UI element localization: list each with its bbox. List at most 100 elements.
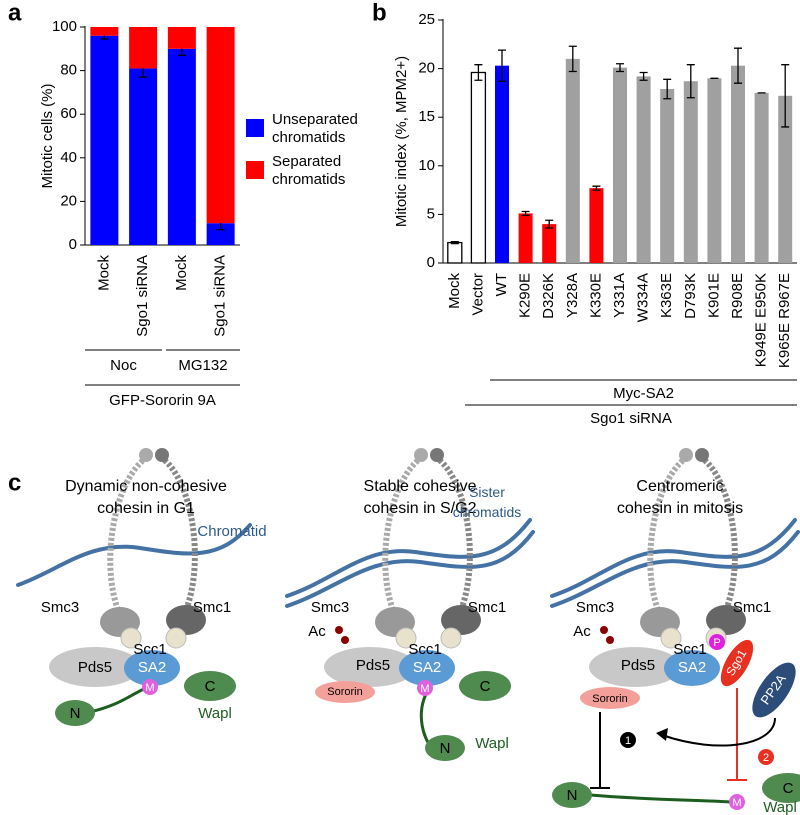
bar-segment <box>129 27 158 69</box>
diagram-label: 1 <box>625 735 631 747</box>
diagram-label: Scc1 <box>133 641 166 658</box>
panel-label: c <box>8 469 21 496</box>
diagram-label: Smc1 <box>733 599 771 616</box>
bar <box>613 67 627 264</box>
diagram-label: Ac <box>308 623 326 640</box>
error-bar <box>592 185 601 191</box>
group-label: MG132 <box>178 357 227 374</box>
chromatid <box>285 518 532 598</box>
arrowhead <box>656 728 668 741</box>
linker <box>89 686 147 714</box>
error-bar <box>781 64 790 128</box>
y-axis-label: Mitotic index (%, MPM2+) <box>393 56 410 227</box>
bar-segment <box>167 27 196 49</box>
bar <box>470 71 487 264</box>
y-tick-label: 15 <box>418 108 435 125</box>
acetyl <box>606 636 614 644</box>
motif <box>417 680 433 696</box>
phospho <box>709 634 725 650</box>
legend-swatch <box>246 161 264 179</box>
pds5 <box>49 647 141 687</box>
diagram-label: C <box>783 780 794 797</box>
x-tick-label: Sgo1 siRNA <box>212 255 229 337</box>
wapl-c <box>459 671 511 701</box>
cohesin-diagram <box>550 448 800 810</box>
smc1-arm <box>435 455 473 612</box>
diagram-label: N <box>70 705 81 722</box>
bar-segment <box>90 27 119 36</box>
x-tick-label: Y331A <box>611 273 628 318</box>
y-tick-label: 20 <box>418 60 435 77</box>
inhibition <box>727 688 747 781</box>
hinge <box>139 448 153 462</box>
hinge <box>430 448 444 462</box>
x-tick-label: K901E <box>705 273 722 318</box>
x-tick-label: Mock <box>95 255 112 291</box>
linker <box>419 691 432 747</box>
error-bar <box>450 240 459 245</box>
diagram-label: Wapl <box>475 735 509 752</box>
y-tick-label: 40 <box>60 149 77 166</box>
chromatid <box>16 523 252 587</box>
panel-title: Centromeric <box>636 478 723 495</box>
arrow <box>661 717 776 747</box>
y-tick-label: 25 <box>418 11 435 28</box>
group-label: Sgo1 siRNA <box>590 410 672 427</box>
smc1-arm <box>700 455 738 612</box>
panel-title: Stable cohesive <box>364 478 477 495</box>
x-tick-label: WT <box>493 273 510 296</box>
error-bar <box>474 64 483 81</box>
diagram-label: Sister chromatids <box>453 484 521 520</box>
diagram-label: C <box>480 678 491 695</box>
legend-label: Separated chromatids <box>272 153 345 188</box>
bar <box>518 213 533 263</box>
error-bar <box>498 49 506 82</box>
diagram-label: Ac <box>573 623 591 640</box>
group-label: Noc <box>110 357 137 374</box>
hinge <box>155 448 169 462</box>
diagram-label: Smc3 <box>311 599 349 616</box>
y-tick-label: 100 <box>52 18 77 35</box>
error-bar <box>663 78 672 100</box>
diagram-label: Chromatid <box>197 523 266 540</box>
acetyl <box>335 626 343 634</box>
bar <box>778 95 793 263</box>
error-bar <box>734 47 742 84</box>
diagram-label: Smc1 <box>468 599 506 616</box>
chromatid <box>550 530 800 608</box>
acetyl <box>600 626 608 634</box>
smc1-arm <box>160 455 198 612</box>
x-tick-label: K290E <box>517 273 534 318</box>
diagram-label: Wapl <box>763 799 797 815</box>
y-tick-label: 0 <box>69 236 77 253</box>
x-tick-label: Vector <box>469 273 486 316</box>
diagram-label: Pds5 <box>356 657 390 674</box>
diagram-label: Smc1 <box>193 599 231 616</box>
bead <box>660 627 682 649</box>
legend-label: Unseparated chromatids <box>272 111 358 146</box>
y-tick-label: 60 <box>60 105 77 122</box>
x-tick-label: K330E <box>587 273 604 318</box>
bead <box>395 627 417 649</box>
diagram-label: Smc3 <box>576 599 614 616</box>
wapl-c <box>762 773 800 803</box>
motif <box>729 794 745 810</box>
panel-title: Dynamic non-cohesive <box>65 478 227 495</box>
smc3-arm <box>382 455 423 612</box>
diagram-label: Scc1 <box>408 641 441 658</box>
wapl-n <box>425 735 465 761</box>
x-tick-label: D793K <box>682 273 699 319</box>
error-bar <box>521 210 530 217</box>
x-tick-label: Mock <box>173 255 190 291</box>
wapl-n <box>552 782 592 808</box>
bar <box>707 78 722 263</box>
x-tick-label: K363E <box>658 273 675 318</box>
y-tick-label: 0 <box>427 254 435 271</box>
hinge <box>679 448 693 462</box>
error-bar <box>545 219 554 229</box>
bar <box>731 65 745 264</box>
error-bar <box>686 64 695 99</box>
legend-swatch <box>246 119 264 137</box>
acetyl <box>341 636 349 644</box>
